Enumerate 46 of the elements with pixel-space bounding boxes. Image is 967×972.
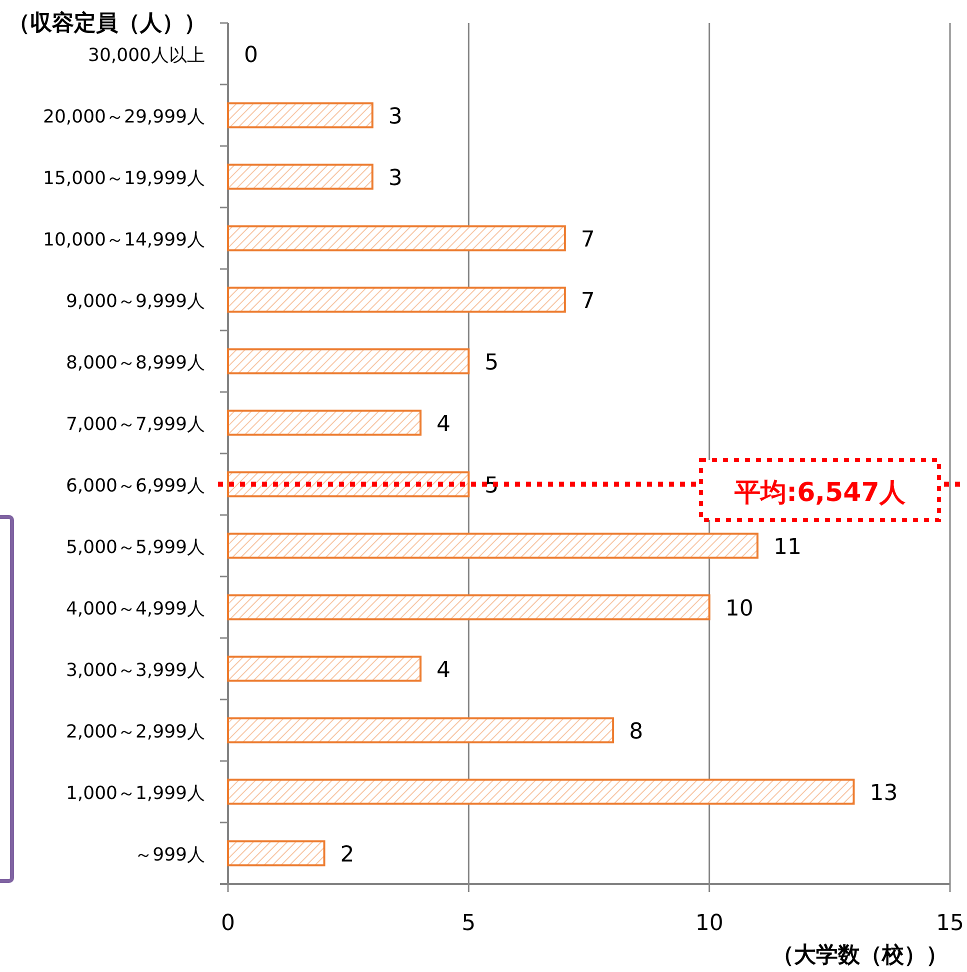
data-label: 3 [388,104,402,130]
y-tick-label: 4,000～4,999人 [66,598,205,620]
data-label: 10 [725,596,754,622]
bar [227,102,374,128]
bar [227,717,614,744]
y-tick-label: 30,000人以上 [88,44,205,66]
data-label: 0 [244,42,258,68]
data-label: 4 [436,658,451,683]
x-tick-label: 5 [462,911,476,936]
x-tick-label: 0 [221,911,235,936]
data-label: 2 [340,842,354,868]
bar [227,286,566,313]
y-axis-title: （収容定員（人）） [8,10,206,36]
bar [227,656,422,682]
ref-line-label: 平均:6,547人 [734,478,906,508]
bar [227,778,855,805]
data-label: 7 [580,288,595,314]
y-tick-label: 9,000～9,999人 [66,290,205,312]
x-tick-label: 10 [695,911,724,936]
y-tick-label: 2,000～2,999人 [66,721,205,742]
y-tick-label: 6,000～6,999人 [66,475,205,496]
y-tick-label: 3,000～3,999人 [66,660,205,681]
data-label: 7 [580,227,595,252]
bar [227,410,422,436]
bar [227,840,326,866]
data-label: 11 [773,534,802,560]
x-tick-label: 15 [936,911,964,936]
x-axis-title: （大学数（校）） [772,943,948,968]
bar [227,225,566,252]
y-tick-label: 15,000～19,999人 [43,168,205,189]
data-label: 13 [870,780,898,806]
y-tick-label: 8,000～8,999人 [66,352,205,374]
y-tick-label: 20,000～29,999人 [43,106,205,128]
data-label: 3 [388,166,402,191]
bar [227,532,758,559]
y-tick-label: 5,000～5,999人 [66,536,205,558]
data-label: 5 [484,350,499,376]
y-tick-label: 10,000～14,999人 [43,229,205,250]
y-tick-label: 1,000～1,999人 [66,782,205,804]
y-tick-label: ～999人 [134,844,205,866]
data-label: 4 [436,412,451,437]
bar [227,348,470,374]
bar [227,594,710,620]
y-tick-label: 7,000～7,999人 [66,414,205,435]
bar [227,164,374,190]
data-label: 8 [629,719,644,744]
